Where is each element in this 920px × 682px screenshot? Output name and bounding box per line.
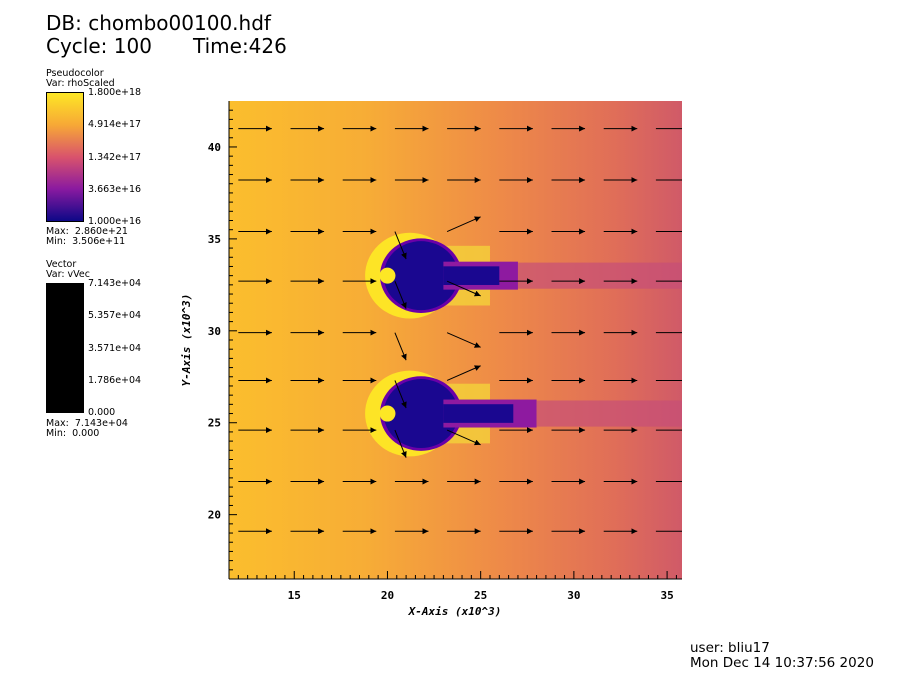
- vector-legend-title: Vector: [46, 259, 77, 270]
- vector-field-arrows: [238, 125, 682, 535]
- vector-arrow: [394, 231, 407, 260]
- x-tick-label: 30: [567, 589, 580, 602]
- y-axis-title: Y-Axis (x10^3): [180, 294, 193, 387]
- vector-tick-label: 1.786e+04: [88, 375, 142, 386]
- y-tick-label: 40: [208, 141, 221, 154]
- heatmap-field: [229, 101, 682, 579]
- vector-arrow: [394, 429, 407, 458]
- vector-arrow: [446, 280, 481, 297]
- wake-tail: [443, 404, 514, 423]
- footer-date: Mon Dec 14 10:37:56 2020: [690, 655, 874, 671]
- wake-head: [383, 379, 459, 449]
- wake-trail: [517, 262, 682, 289]
- pseudocolor-legend-title: Pseudocolor: [46, 68, 104, 79]
- y-tick-label: 25: [208, 417, 221, 430]
- pseudocolor-min: Min: 3.506e+11: [46, 236, 126, 247]
- time-label: Time:426: [193, 34, 287, 58]
- x-tick-label: 20: [381, 589, 394, 602]
- vector-arrow: [446, 332, 481, 348]
- plot-axes: 15 20 25 30 35 20 25 30 35 40: [208, 101, 682, 602]
- pseudocolor-colorbar: [46, 92, 84, 222]
- wake-tail: [443, 266, 500, 285]
- vector-legend-var: Var: vVec: [46, 269, 90, 280]
- vector-arrow: [446, 365, 481, 381]
- vector-max: Max: 7.143e+04: [46, 418, 128, 429]
- x-tick-label: 35: [660, 589, 673, 602]
- pseudocolor-tick-label: 3.663e+16: [88, 184, 142, 195]
- pseudocolor-tick-label: 1.800e+18: [88, 87, 142, 98]
- vector-tick-label: 5.357e+04: [88, 310, 142, 321]
- vector-arrow: [446, 216, 481, 232]
- obstacle: [379, 405, 396, 422]
- pseudocolor-tick-label: 1.000e+16: [88, 216, 142, 227]
- vector-arrow: [394, 332, 407, 361]
- vector-tick-label: 3.571e+04: [88, 343, 142, 354]
- x-axis-title: X-Axis (x10^3): [408, 605, 502, 618]
- y-tick-label: 35: [208, 233, 221, 246]
- vector-colorbar: [46, 283, 84, 413]
- x-tick-label: 15: [288, 589, 301, 602]
- pseudocolor-tick-label: 4.914e+17: [88, 119, 142, 130]
- database-title: DB: chombo00100.hdf: [46, 11, 271, 35]
- vector-arrow: [446, 429, 481, 446]
- vector-tick-label: 7.143e+04: [88, 278, 142, 289]
- vector-arrow: [394, 380, 407, 409]
- vector-tick-label: 0.000: [88, 407, 116, 418]
- pseudocolor-tick-label: 1.342e+17: [88, 152, 142, 163]
- x-tick-label: 25: [474, 589, 487, 602]
- wake-trail: [536, 400, 682, 427]
- vector-arrow: [394, 280, 407, 309]
- obstacle: [379, 267, 396, 284]
- y-tick-label: 30: [208, 325, 221, 338]
- field-background: [229, 101, 682, 579]
- cycle-label: Cycle: 100: [46, 34, 152, 58]
- y-tick-label: 20: [208, 509, 221, 522]
- pseudocolor-legend-var: Var: rhoScaled: [46, 78, 115, 89]
- pseudocolor-max: Max: 2.860e+21: [46, 226, 128, 237]
- footer-user: user: bliu17: [690, 640, 770, 656]
- vector-min: Min: 0.000: [46, 428, 100, 439]
